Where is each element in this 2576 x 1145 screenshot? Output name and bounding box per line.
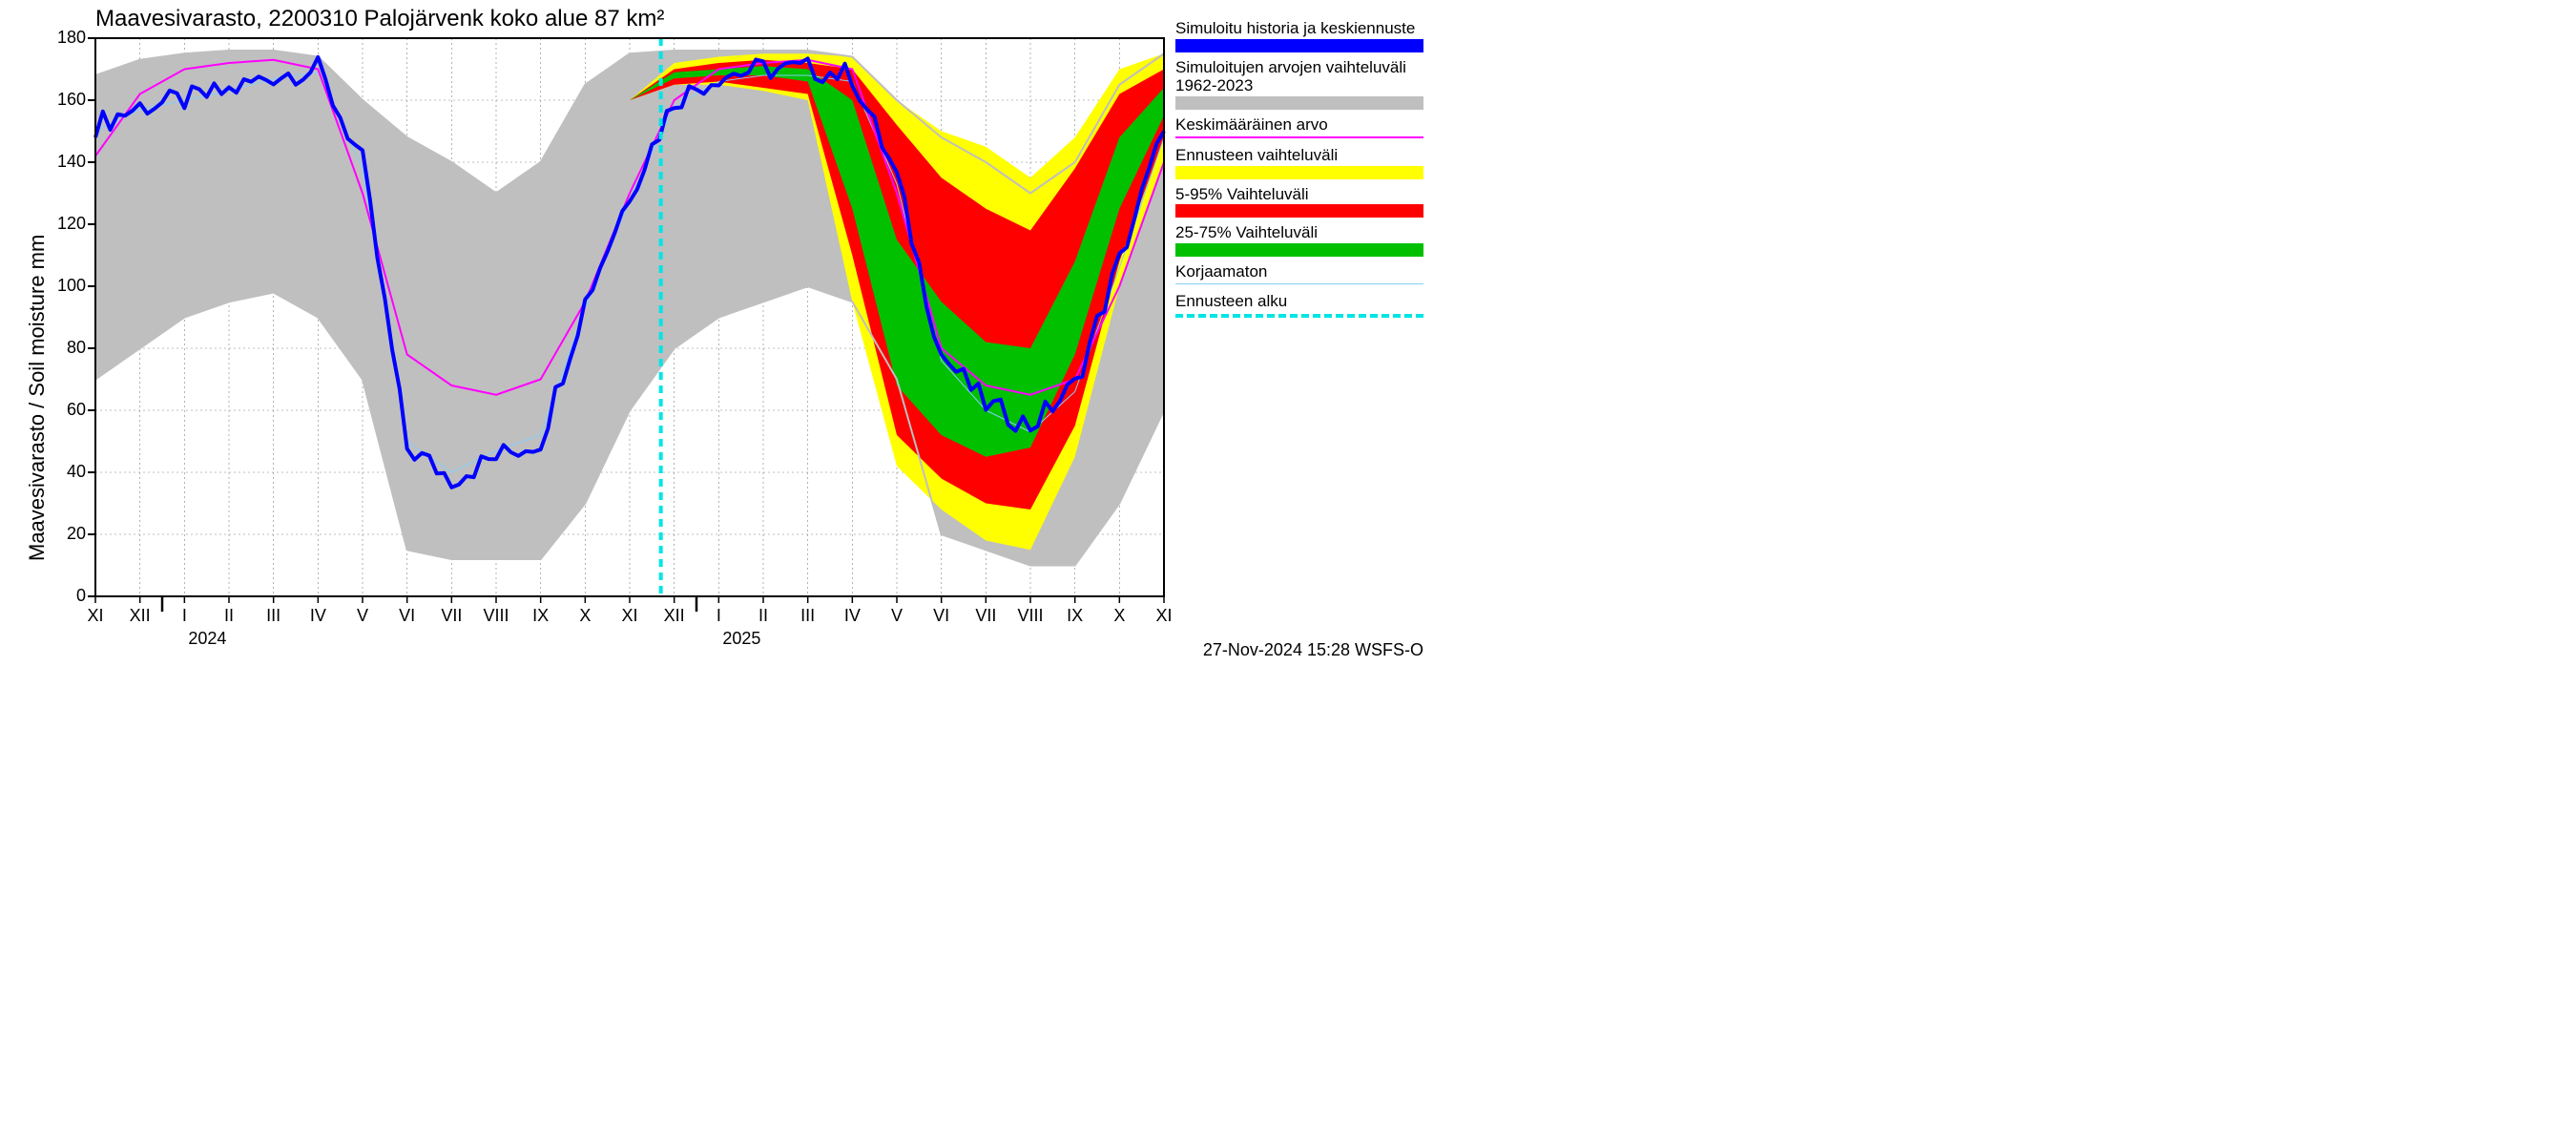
- legend-entry: 5-95% Vaihteluväli: [1175, 185, 1423, 219]
- x-tick: II: [744, 606, 782, 626]
- y-tick: 120: [38, 214, 86, 234]
- x-tick: II: [210, 606, 248, 626]
- y-tick: 160: [38, 90, 86, 110]
- legend-label: Keskimääräinen arvo: [1175, 115, 1423, 135]
- legend-label: Ennusteen vaihteluväli: [1175, 146, 1423, 165]
- year-label: 2025: [722, 629, 760, 649]
- legend-label: 25-75% Vaihteluväli: [1175, 223, 1423, 242]
- y-tick: 180: [38, 28, 86, 48]
- x-tick: X: [566, 606, 604, 626]
- legend-entry: Simuloitujen arvojen vaihteluväli 1962-2…: [1175, 58, 1423, 110]
- legend-entry: Ennusteen vaihteluväli: [1175, 146, 1423, 179]
- x-tick: IV: [833, 606, 871, 626]
- legend-entry: Simuloitu historia ja keskiennuste: [1175, 19, 1423, 52]
- legend-label: Ennusteen alku: [1175, 292, 1423, 311]
- legend-swatch: [1175, 314, 1423, 318]
- y-tick: 60: [38, 400, 86, 420]
- x-tick: XI: [1145, 606, 1183, 626]
- legend-swatch: [1175, 283, 1423, 284]
- x-tick: III: [789, 606, 827, 626]
- x-tick: XI: [76, 606, 114, 626]
- x-tick: VII: [432, 606, 470, 626]
- legend-entry: Keskimääräinen arvo: [1175, 115, 1423, 139]
- footer-timestamp: 27-Nov-2024 15:28 WSFS-O: [1203, 640, 1423, 660]
- x-tick: III: [255, 606, 293, 626]
- x-tick: I: [699, 606, 737, 626]
- y-tick: 100: [38, 276, 86, 296]
- legend-swatch: [1175, 39, 1423, 52]
- legend-swatch: [1175, 166, 1423, 179]
- x-tick: V: [343, 606, 382, 626]
- x-tick: V: [878, 606, 916, 626]
- legend-entry: 25-75% Vaihteluväli: [1175, 223, 1423, 257]
- x-tick: VII: [966, 606, 1005, 626]
- x-tick: VIII: [477, 606, 515, 626]
- chart-container: Maavesivarasto, 2200310 Palojärvenk koko…: [0, 0, 1431, 668]
- legend-label: Simuloitu historia ja keskiennuste: [1175, 19, 1423, 38]
- legend-swatch: [1175, 96, 1423, 110]
- x-tick: VIII: [1011, 606, 1049, 626]
- x-tick: IV: [299, 606, 337, 626]
- legend-label: 5-95% Vaihteluväli: [1175, 185, 1423, 204]
- legend-label: Korjaamaton: [1175, 262, 1423, 281]
- x-tick: IX: [1056, 606, 1094, 626]
- y-tick: 0: [38, 586, 86, 606]
- legend-swatch: [1175, 136, 1423, 138]
- legend-entry: Korjaamaton: [1175, 262, 1423, 285]
- legend-entry: Ennusteen alku: [1175, 292, 1423, 318]
- x-tick: I: [165, 606, 203, 626]
- x-tick: XII: [121, 606, 159, 626]
- legend-swatch: [1175, 243, 1423, 257]
- legend-swatch: [1175, 204, 1423, 218]
- y-tick: 20: [38, 524, 86, 544]
- y-tick: 140: [38, 152, 86, 172]
- legend-label: Simuloitujen arvojen vaihteluväli 1962-2…: [1175, 58, 1423, 95]
- y-tick: 80: [38, 338, 86, 358]
- x-tick: XI: [611, 606, 649, 626]
- x-tick: VI: [388, 606, 426, 626]
- legend: Simuloitu historia ja keskiennuste Simulo…: [1175, 19, 1423, 325]
- y-tick: 40: [38, 462, 86, 482]
- x-tick: IX: [522, 606, 560, 626]
- x-tick: XII: [655, 606, 694, 626]
- x-tick: X: [1100, 606, 1138, 626]
- year-label: 2024: [188, 629, 226, 649]
- x-tick: VI: [923, 606, 961, 626]
